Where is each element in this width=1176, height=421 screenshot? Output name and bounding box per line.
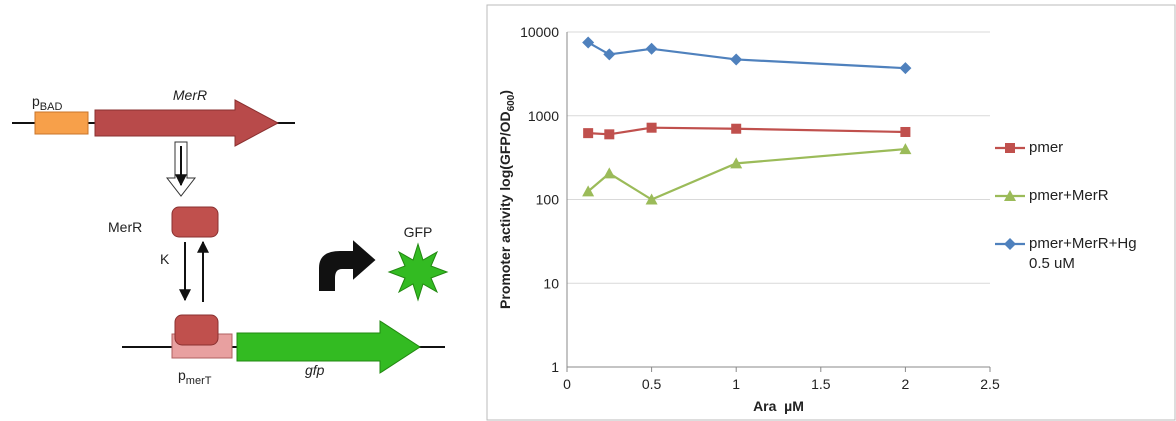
x-tick-label: 2.5 (980, 376, 1000, 392)
y-label-part: Promoter activity log(GFP/OD (497, 111, 513, 309)
chart: 1 10 100 1000 10000 0 0.5 1 1.5 2 2.5 Ara µM Promote… (497, 24, 1000, 414)
marker-square (900, 126, 911, 137)
legend-swatch (995, 143, 1025, 153)
marker-square (604, 129, 615, 140)
legend-label: pmer+MerR+Hg 0.5 uM (1029, 235, 1137, 272)
label-gfp: GFP (404, 224, 433, 240)
y-tick-label: 100 (536, 192, 560, 208)
transcription-arrow (317, 235, 379, 293)
marker-square (731, 123, 742, 134)
legend-entry: pmer+MerR+Hg 0.5 uM (995, 234, 1155, 282)
series-line (587, 41, 906, 70)
marker-triangle (603, 167, 616, 179)
y-tick-label: 1 (551, 359, 559, 375)
protein-merr (171, 206, 219, 238)
y-tick-label: 10000 (520, 24, 559, 40)
marker-square (646, 122, 657, 133)
marker-square (1005, 143, 1015, 153)
marker-triangle (1004, 190, 1016, 201)
label-k: K (160, 251, 170, 267)
y-tick-label: 1000 (528, 108, 559, 124)
diagram: pBAD MerR MerR K pmerT gfp GFP (12, 87, 449, 387)
promoter-bad (34, 111, 89, 135)
series-line (588, 126, 906, 136)
label-pbad: pBAD (32, 93, 62, 113)
gfp-star (387, 242, 449, 302)
label-pmert: pmerT (178, 367, 212, 387)
marker-diamond (645, 42, 658, 55)
y-label-part: ) (497, 90, 513, 95)
x-tick-label: 0.5 (642, 376, 662, 392)
legend-entry: pmer (995, 138, 1155, 186)
y-label-sub: 600 (506, 94, 517, 111)
bound-merr (174, 314, 219, 346)
legend-label: pmer (1029, 139, 1064, 156)
x-tick-label: 0 (563, 376, 571, 392)
x-tick-label: 1 (732, 376, 740, 392)
legend-swatch (995, 238, 1025, 250)
series-line (587, 147, 906, 201)
legend-swatch (995, 190, 1025, 201)
x-axis-label: Ara µM (753, 398, 804, 414)
gene-arrow-merr (94, 99, 280, 147)
y-axis-label: Promoter activity log(GFP/OD600) (497, 90, 517, 309)
marker-diamond (582, 36, 595, 49)
marker-triangle (582, 185, 595, 197)
marker-triangle (899, 143, 912, 155)
marker-diamond (1004, 238, 1016, 250)
marker-diamond (603, 48, 616, 61)
chart-frame (486, 4, 1176, 421)
legend-label: pmer+MerR (1029, 187, 1109, 204)
y-tick-label: 10 (543, 275, 559, 291)
marker-square (583, 128, 594, 139)
label-gene-merr: MerR (173, 87, 207, 103)
x-tick-label: 2 (902, 376, 910, 392)
marker-diamond (899, 62, 912, 75)
legend-entry: pmer+MerR (995, 186, 1155, 234)
label-gene-gfp: gfp (305, 362, 325, 378)
marker-diamond (730, 53, 743, 66)
x-tick-label: 1.5 (811, 376, 831, 392)
marker-triangle (645, 193, 658, 205)
label-protein-merr: MerR (108, 219, 142, 235)
legend: pmer pmer+MerR pmer+MerR+Hg 0.5 uM (995, 138, 1155, 282)
gene-arrow-gfp (236, 320, 421, 374)
marker-triangle (730, 157, 743, 169)
